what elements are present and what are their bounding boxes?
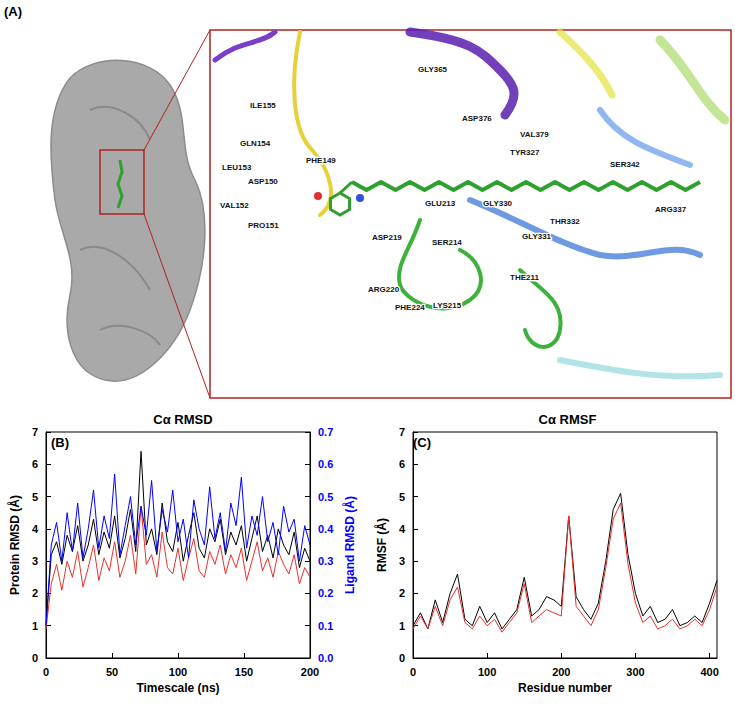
svg-text:100: 100 xyxy=(478,666,496,678)
svg-text:0: 0 xyxy=(32,652,38,664)
svg-text:0: 0 xyxy=(43,666,49,678)
svg-text:THR332: THR332 xyxy=(550,217,580,226)
svg-text:Cα RMSF: Cα RMSF xyxy=(539,412,597,427)
svg-text:7: 7 xyxy=(32,426,38,438)
svg-text:GLY331: GLY331 xyxy=(522,232,552,241)
svg-text:0.5: 0.5 xyxy=(318,491,333,503)
svg-text:GLN154: GLN154 xyxy=(240,139,271,148)
svg-text:ARG337: ARG337 xyxy=(655,205,687,214)
svg-text:ASP150: ASP150 xyxy=(248,177,278,186)
svg-text:VAL379: VAL379 xyxy=(520,130,549,139)
svg-text:50: 50 xyxy=(106,666,118,678)
svg-text:200: 200 xyxy=(552,666,570,678)
svg-text:ILE155: ILE155 xyxy=(250,101,276,110)
svg-text:100: 100 xyxy=(169,666,187,678)
svg-text:0.4: 0.4 xyxy=(318,523,334,535)
svg-text:2: 2 xyxy=(399,587,405,599)
svg-text:0.1: 0.1 xyxy=(318,620,333,632)
svg-text:GLY330: GLY330 xyxy=(483,199,513,208)
svg-text:3: 3 xyxy=(399,555,405,567)
svg-text:Ligand RMSD (Å): Ligand RMSD (Å) xyxy=(342,496,357,594)
svg-text:0.0: 0.0 xyxy=(318,652,333,664)
svg-text:ARG220: ARG220 xyxy=(368,285,400,294)
svg-text:300: 300 xyxy=(626,666,644,678)
svg-text:ASP219: ASP219 xyxy=(372,233,402,242)
svg-text:(B): (B) xyxy=(51,435,69,450)
svg-text:SER342: SER342 xyxy=(610,160,640,169)
svg-text:0.3: 0.3 xyxy=(318,555,333,567)
svg-text:RMSF (Å): RMSF (Å) xyxy=(374,518,389,572)
svg-text:5: 5 xyxy=(399,491,405,503)
svg-text:Cα RMSD: Cα RMSD xyxy=(153,412,212,427)
svg-text:4: 4 xyxy=(32,523,39,535)
svg-text:(A): (A) xyxy=(4,4,22,19)
svg-text:Timescale (ns): Timescale (ns) xyxy=(136,681,219,695)
svg-text:150: 150 xyxy=(235,666,253,678)
svg-text:6: 6 xyxy=(32,458,38,470)
svg-text:Residue number: Residue number xyxy=(518,681,612,695)
svg-text:SER214: SER214 xyxy=(432,238,462,247)
svg-text:0.2: 0.2 xyxy=(318,587,333,599)
svg-text:3: 3 xyxy=(32,555,38,567)
svg-text:6: 6 xyxy=(399,458,405,470)
svg-text:0.7: 0.7 xyxy=(318,426,333,438)
svg-text:0: 0 xyxy=(399,652,405,664)
svg-text:0: 0 xyxy=(410,666,416,678)
svg-text:VAL152: VAL152 xyxy=(220,201,249,210)
svg-text:1: 1 xyxy=(399,620,405,632)
svg-text:0.6: 0.6 xyxy=(318,458,333,470)
svg-text:400: 400 xyxy=(700,666,718,678)
svg-text:LYS215: LYS215 xyxy=(433,301,462,310)
svg-text:(C): (C) xyxy=(413,435,431,450)
svg-text:THE211: THE211 xyxy=(510,273,539,282)
svg-text:200: 200 xyxy=(301,666,319,678)
svg-text:ASP376: ASP376 xyxy=(462,114,492,123)
svg-text:LEU153: LEU153 xyxy=(222,163,252,172)
svg-text:4: 4 xyxy=(399,523,406,535)
svg-text:TYR327: TYR327 xyxy=(510,148,540,157)
svg-text:5: 5 xyxy=(32,491,38,503)
svg-text:GLU213: GLU213 xyxy=(425,199,456,208)
svg-text:PRO151: PRO151 xyxy=(248,221,279,230)
svg-text:7: 7 xyxy=(399,426,405,438)
svg-text:PHE149: PHE149 xyxy=(306,156,336,165)
svg-text:PHE224: PHE224 xyxy=(395,303,425,312)
svg-text:1: 1 xyxy=(32,620,38,632)
svg-text:GLY365: GLY365 xyxy=(418,65,448,74)
svg-text:2: 2 xyxy=(32,587,38,599)
svg-text:Protein RMSD (Å): Protein RMSD (Å) xyxy=(7,495,22,595)
